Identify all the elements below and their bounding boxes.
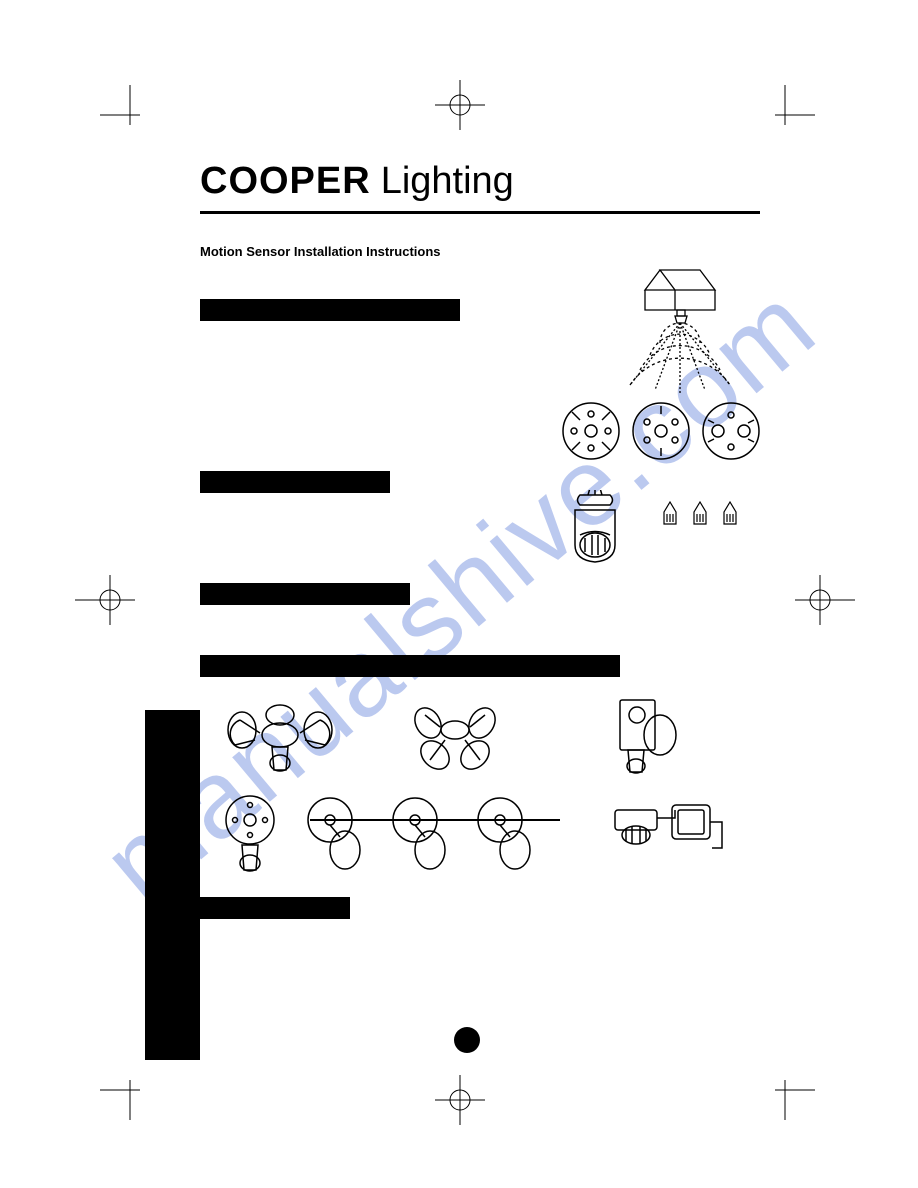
wirenuts-diagram xyxy=(660,500,740,530)
cropmark-bc xyxy=(430,1070,490,1130)
cropmark-tl xyxy=(100,85,160,145)
wirenut-icon xyxy=(690,500,710,528)
sensor-bag-diagram xyxy=(560,490,630,570)
section-installation-bar xyxy=(200,897,350,919)
logo: COOPER Lighting xyxy=(200,160,760,203)
coverplates-diagram xyxy=(560,400,760,470)
cropmark-tr xyxy=(755,85,815,145)
cropmark-bl xyxy=(100,1060,160,1120)
cropmark-br xyxy=(755,1060,815,1120)
page-number-circle xyxy=(454,1027,480,1053)
section-required-bar xyxy=(200,583,410,605)
logo-product: Lighting xyxy=(381,160,514,203)
subtitle: Motion Sensor Installation Instructions xyxy=(200,244,760,259)
coverplate-icon xyxy=(700,400,760,462)
section-how-bar xyxy=(200,299,460,321)
section-included-bar xyxy=(200,471,390,493)
header-divider xyxy=(200,211,760,214)
page: manualshive.com COOPER Lighting Motion S… xyxy=(0,0,918,1188)
applications-diagrams xyxy=(200,695,760,895)
house-detection-diagram xyxy=(600,265,750,395)
wirenut-icon xyxy=(720,500,740,528)
coverplate-icon xyxy=(560,400,620,462)
wirenut-icon xyxy=(660,500,680,528)
cropmark-ml xyxy=(70,570,140,630)
section-applications-bar xyxy=(200,655,620,677)
cropmark-mr xyxy=(790,570,860,630)
coverplate-icon xyxy=(630,400,690,462)
logo-brand: COOPER xyxy=(200,160,371,203)
sidebar-black-tab xyxy=(145,710,200,1060)
cropmark-tc xyxy=(430,75,490,135)
